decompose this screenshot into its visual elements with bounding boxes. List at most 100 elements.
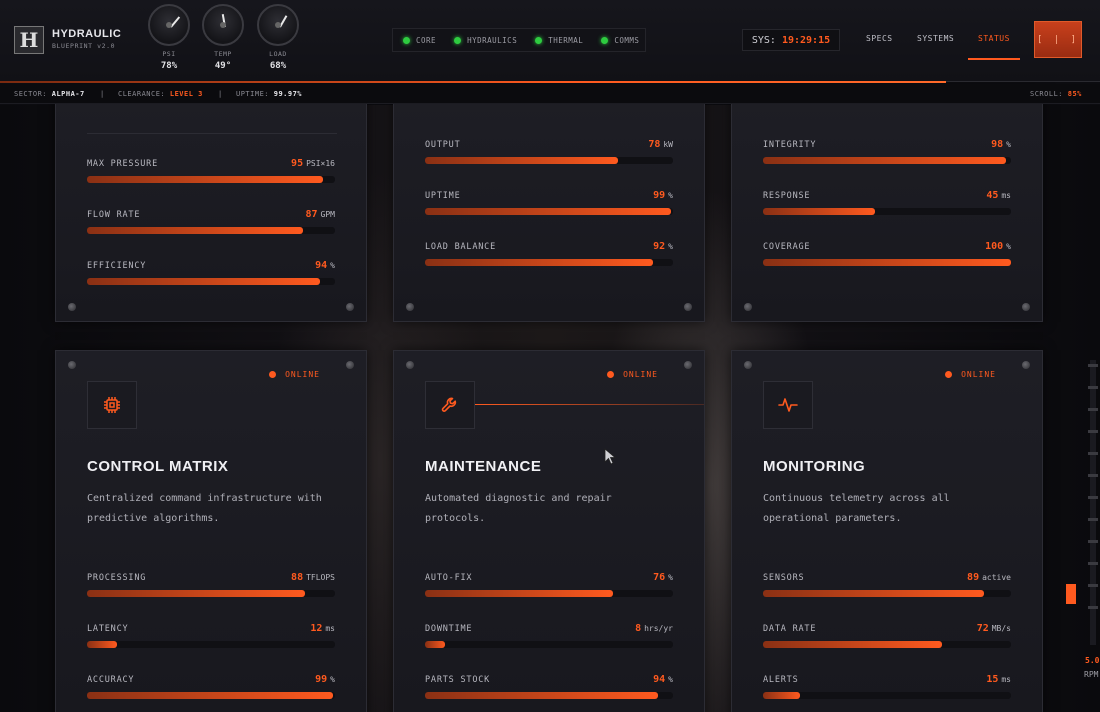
metric-number: 8	[635, 623, 642, 634]
brand-logo[interactable]: H	[14, 26, 44, 54]
metric-row: PARTS STOCK 94%	[425, 674, 673, 699]
metric-bar-fill	[87, 176, 323, 183]
online-dot-icon	[945, 371, 953, 378]
screw-icon	[684, 303, 692, 311]
clearance-info: CLEARANCE: LEVEL 3	[118, 90, 203, 98]
metric-bar	[87, 227, 335, 234]
metric-value: 94%	[653, 674, 673, 685]
sector-value: ALPHA-7	[51, 90, 85, 98]
slider-notch	[1088, 408, 1098, 411]
metric-value: 8 hrs/yr	[635, 623, 673, 634]
slider-notch	[1088, 496, 1098, 499]
metric-bar	[87, 278, 335, 285]
metric-value: 100%	[985, 241, 1011, 252]
gauge-psi: PSI 78%	[148, 4, 190, 71]
slider-notch	[1088, 606, 1098, 609]
metric-unit: ms	[1001, 675, 1011, 684]
metric-number: 100	[985, 241, 1004, 252]
metric-number: 95	[291, 158, 304, 169]
metric-bar	[425, 157, 673, 164]
metric-number: 78	[648, 139, 661, 150]
metric-label: OUTPUT	[425, 140, 461, 150]
slider-notch	[1088, 584, 1098, 587]
metric-row: UPTIME 99%	[425, 190, 673, 215]
menu-toggle-button[interactable]: [ | ]	[1034, 21, 1082, 58]
status-dot-icon	[454, 36, 462, 44]
clearance-label: CLEARANCE:	[118, 90, 166, 98]
metric-row: COVERAGE 100%	[763, 241, 1011, 266]
screw-icon	[406, 303, 414, 311]
screw-icon	[68, 361, 76, 369]
metric-value: 72 MB/s	[977, 623, 1011, 634]
metric-number: 99	[653, 190, 666, 201]
metric-value: 88 TFLOPS	[291, 572, 335, 583]
card-control-matrix[interactable]: ONLINE CONTROL MATRIX Centralized comman…	[55, 350, 367, 712]
metric-bar-fill	[87, 692, 333, 699]
clock-label: SYS:	[751, 34, 776, 46]
metric-bar-fill	[87, 641, 117, 648]
card-description: Centralized command infrastructure with …	[87, 493, 322, 524]
nav-specs[interactable]: SPECS	[866, 34, 893, 43]
metric-bar	[87, 641, 335, 648]
metric-value: 95 PSI×16	[291, 158, 335, 169]
card-monitoring[interactable]: ONLINE MONITORING Continuous telemetry a…	[731, 350, 1043, 712]
metric-number: 45	[986, 190, 999, 201]
metric-number: 89	[967, 572, 980, 583]
gauge-label: TEMP	[214, 50, 232, 58]
card-maintenance[interactable]: ONLINE MAINTENANCE Automated diagnostic …	[393, 350, 705, 712]
metric-label: DATA RATE	[763, 624, 817, 634]
chip-icon	[87, 381, 137, 429]
side-rpm-slider[interactable]	[1082, 360, 1100, 645]
metric-unit: %	[330, 261, 335, 270]
metric-unit: active	[982, 573, 1011, 582]
status-comms: COMMS	[601, 36, 639, 45]
metric-number: 99	[315, 674, 328, 685]
metric-label: FLOW RATE	[87, 210, 141, 220]
screw-icon	[1022, 303, 1030, 311]
metric-label: LATENCY	[87, 624, 129, 634]
metric-value: 99%	[315, 674, 335, 685]
metric-number: 88	[291, 572, 304, 583]
card-power-system: OUTPUT 78 kW UPTIME 99% LOAD BALANCE 92%	[393, 90, 705, 322]
metric-bar	[87, 176, 335, 183]
wrench-icon	[425, 381, 475, 429]
scroll-info: SCROLL: 85%	[1030, 90, 1082, 98]
metric-number: 94	[315, 260, 328, 271]
metric-label: COVERAGE	[763, 242, 811, 252]
metric-unit: %	[668, 242, 673, 251]
nav-systems[interactable]: SYSTEMS	[917, 34, 955, 43]
card-title: CONTROL MATRIX	[87, 458, 229, 475]
metric-row: EFFICIENCY 94%	[87, 260, 335, 285]
card-pressure-system: MAX PRESSURE 95 PSI×16 FLOW RATE 87 GPM EF…	[55, 90, 367, 322]
nav-status[interactable]: STATUS	[978, 34, 1010, 43]
brand-title: HYDRAULIC	[52, 28, 122, 40]
status-label: HYDRAULICS	[467, 35, 518, 45]
rpm-value: 5.0	[1085, 656, 1100, 665]
metric-unit: PSI×16	[306, 159, 335, 168]
system-clock: SYS: 19:29:15	[742, 29, 840, 51]
metric-label: PROCESSING	[87, 573, 147, 583]
separator: |	[100, 90, 105, 98]
metric-unit: hrs/yr	[644, 624, 673, 633]
metric-row: ALERTS 15 ms	[763, 674, 1011, 699]
metric-bar-fill	[763, 208, 875, 215]
metric-bar	[763, 641, 1011, 648]
metric-bar	[763, 692, 1011, 699]
metric-number: 94	[653, 674, 666, 685]
clearance-value: LEVEL 3	[169, 90, 203, 98]
status-label: CORE	[416, 35, 437, 45]
status-label: COMMS	[614, 35, 640, 45]
metric-bar	[763, 208, 1011, 215]
card-structure-system: INTEGRITY 98% RESPONSE 45 ms COVERAGE 100…	[731, 90, 1043, 322]
screw-icon	[68, 303, 76, 311]
sector-info: SECTOR: ALPHA-7	[14, 90, 85, 98]
metric-label: MAX PRESSURE	[87, 159, 159, 169]
screw-icon	[744, 303, 752, 311]
metric-value: 45 ms	[986, 190, 1011, 201]
slider-notch	[1088, 452, 1098, 455]
side-slider-handle[interactable]	[1066, 584, 1076, 604]
metric-unit: %	[668, 675, 673, 684]
metric-row: RESPONSE 45 ms	[763, 190, 1011, 215]
metric-bar	[763, 157, 1011, 164]
metric-number: 76	[653, 572, 666, 583]
